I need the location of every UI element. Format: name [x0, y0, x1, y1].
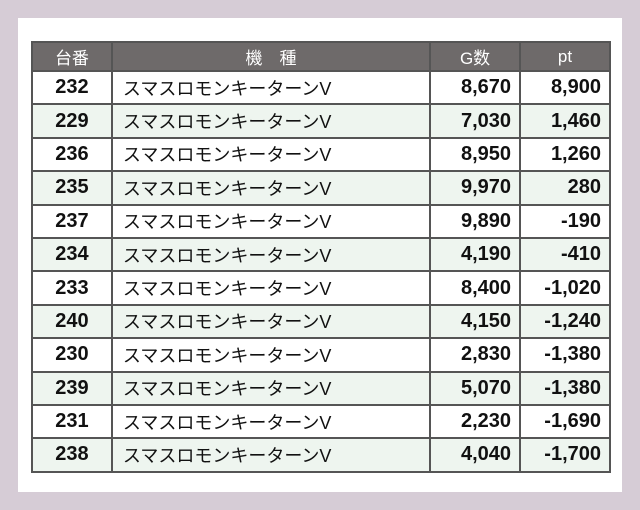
cell-name: スマスロモンキーターンV: [110, 203, 432, 239]
table-row: 239 スマスロモンキーターンV 5,070 -1,380: [31, 370, 611, 406]
cell-name: スマスロモンキーターンV: [110, 403, 432, 440]
table-row: 231 スマスロモンキーターンV 2,230 -1,690: [31, 403, 611, 440]
cell-no: 236: [31, 136, 113, 173]
cell-no: 239: [31, 370, 113, 406]
cell-no: 232: [31, 69, 113, 106]
cell-no: 234: [31, 236, 113, 273]
cell-pt: -1,380: [519, 337, 611, 373]
cell-no: 240: [31, 303, 113, 340]
header-pt: pt: [519, 41, 611, 72]
cell-games: 5,070: [429, 370, 522, 406]
table-row: 234 スマスロモンキーターンV 4,190 -410: [31, 236, 611, 273]
header-games: G数: [429, 41, 522, 72]
cell-pt: -1,700: [519, 437, 611, 473]
cell-no: 231: [31, 403, 113, 440]
cell-pt: 280: [519, 170, 611, 206]
cell-name: スマスロモンキーターンV: [110, 170, 432, 206]
cell-name: スマスロモンキーターンV: [110, 437, 432, 473]
header-name: 機 種: [110, 41, 432, 72]
cell-pt: -1,240: [519, 303, 611, 340]
header-row: 台番 機 種 G数 pt: [31, 41, 611, 72]
cell-pt: -1,690: [519, 403, 611, 440]
table-row: 236 スマスロモンキーターンV 8,950 1,260: [31, 136, 611, 173]
cell-games: 9,890: [429, 203, 522, 239]
cell-pt: -190: [519, 203, 611, 239]
table-row: 230 スマスロモンキーターンV 2,830 -1,380: [31, 337, 611, 373]
cell-games: 4,190: [429, 236, 522, 273]
cell-games: 8,950: [429, 136, 522, 173]
cell-name: スマスロモンキーターンV: [110, 370, 432, 406]
cell-name: スマスロモンキーターンV: [110, 337, 432, 373]
table-row: 238 スマスロモンキーターンV 4,040 -1,700: [31, 437, 611, 473]
cell-name: スマスロモンキーターンV: [110, 303, 432, 340]
cell-pt: -1,380: [519, 370, 611, 406]
cell-pt: 1,460: [519, 103, 611, 139]
cell-pt: 1,260: [519, 136, 611, 173]
cell-games: 8,400: [429, 270, 522, 306]
cell-games: 4,040: [429, 437, 522, 473]
cell-name: スマスロモンキーターンV: [110, 136, 432, 173]
cell-name: スマスロモンキーターンV: [110, 236, 432, 273]
cell-pt: 8,900: [519, 69, 611, 106]
cell-no: 238: [31, 437, 113, 473]
table-row: 237 スマスロモンキーターンV 9,890 -190: [31, 203, 611, 239]
table-row: 229 スマスロモンキーターンV 7,030 1,460: [31, 103, 611, 139]
cell-no: 233: [31, 270, 113, 306]
cell-no: 237: [31, 203, 113, 239]
cell-pt: -410: [519, 236, 611, 273]
cell-no: 235: [31, 170, 113, 206]
table-row: 235 スマスロモンキーターンV 9,970 280: [31, 170, 611, 206]
cell-name: スマスロモンキーターンV: [110, 103, 432, 139]
cell-games: 2,830: [429, 337, 522, 373]
cell-games: 4,150: [429, 303, 522, 340]
cell-pt: -1,020: [519, 270, 611, 306]
table-row: 240 スマスロモンキーターンV 4,150 -1,240: [31, 303, 611, 340]
cell-no: 230: [31, 337, 113, 373]
table-row: 232 スマスロモンキーターンV 8,670 8,900: [31, 69, 611, 106]
table-row: 233 スマスロモンキーターンV 8,400 -1,020: [31, 270, 611, 306]
cell-games: 7,030: [429, 103, 522, 139]
header-no: 台番: [31, 41, 113, 72]
cell-games: 2,230: [429, 403, 522, 440]
cell-no: 229: [31, 103, 113, 139]
results-table: 台番 機 種 G数 pt 232 スマスロモンキーターンV 8,670 8,900 22…: [31, 41, 611, 473]
cell-name: スマスロモンキーターンV: [110, 69, 432, 106]
cell-games: 9,970: [429, 170, 522, 206]
cell-name: スマスロモンキーターンV: [110, 270, 432, 306]
cell-games: 8,670: [429, 69, 522, 106]
